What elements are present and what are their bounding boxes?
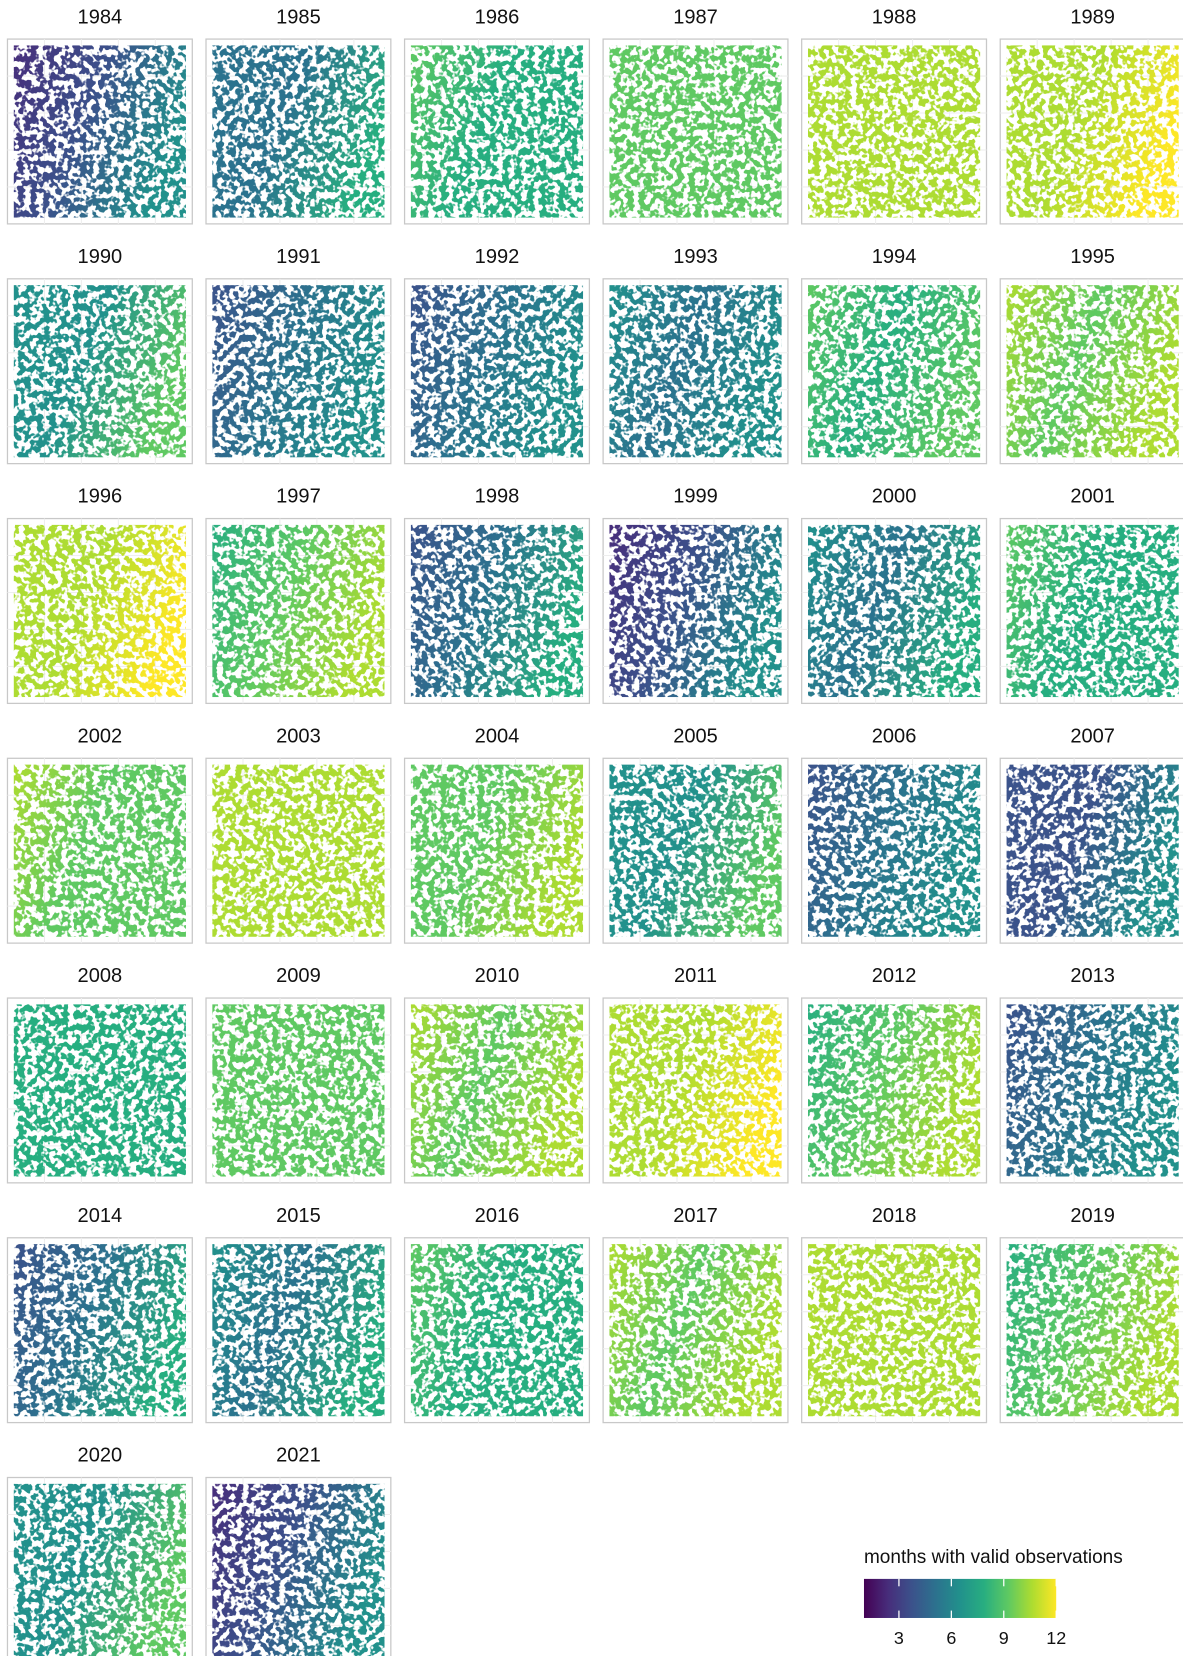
raster-map: [1007, 285, 1179, 457]
panel-title: 2013: [1070, 965, 1115, 987]
panel-title: 1985: [276, 6, 321, 28]
raster-map: [14, 285, 186, 457]
raster-map: [1007, 1244, 1179, 1416]
panel-title: 1993: [673, 246, 718, 268]
raster-map: [14, 1244, 186, 1416]
raster-map: [14, 1004, 186, 1176]
raster-map: [1007, 525, 1179, 697]
panel-title: 2004: [475, 725, 520, 747]
panel-title: 2002: [78, 725, 123, 747]
raster-map: [609, 1004, 781, 1176]
raster-map: [1007, 45, 1179, 217]
panel-title: 1999: [673, 486, 718, 508]
panel-title: 2016: [475, 1205, 520, 1227]
panel-title: 2020: [78, 1445, 123, 1467]
raster-map: [411, 525, 583, 697]
raster-map: [212, 1004, 384, 1176]
raster-map: [808, 285, 980, 457]
raster-map: [212, 525, 384, 697]
panel-title: 1991: [276, 246, 321, 268]
panel-title: 1988: [872, 6, 917, 28]
panel-title: 1996: [78, 486, 123, 508]
small-multiple-maps: months with valid observations 1984 1985 1…: [0, 0, 1183, 1656]
panel-title: 1997: [276, 486, 321, 508]
panel-title: 2006: [872, 725, 917, 747]
panel-title: 1998: [475, 486, 520, 508]
raster-map: [14, 765, 186, 937]
panel-title: 2021: [276, 1445, 321, 1467]
panel-title: 1994: [872, 246, 917, 268]
page: {"panels": [ {"title": "1984"}, {"title"…: [0, 0, 1183, 1656]
panel-title: 2015: [276, 1205, 321, 1227]
panel-title: 2000: [872, 486, 917, 508]
raster-map: [609, 45, 781, 217]
raster-map: [212, 765, 384, 937]
raster-map: [808, 525, 980, 697]
raster-map: [808, 45, 980, 217]
legend-title: months with valid observations: [864, 1547, 1123, 1568]
panel-title: 1986: [475, 6, 520, 28]
colorbar-tick-label: 3: [894, 1628, 904, 1648]
panel-title: 2014: [78, 1205, 123, 1227]
raster-map: [212, 285, 384, 457]
panel-title: 1989: [1070, 6, 1115, 28]
panel-title: 1995: [1070, 246, 1115, 268]
raster-map: [411, 45, 583, 217]
raster-map: [411, 1004, 583, 1176]
raster-map: [808, 765, 980, 937]
colorbar-tick-label: 6: [946, 1628, 956, 1648]
raster-map: [212, 1484, 384, 1656]
panel-title: 2009: [276, 965, 321, 987]
raster-map: [1007, 765, 1179, 937]
panel-title: 2019: [1070, 1205, 1115, 1227]
panel-title: 2007: [1070, 725, 1115, 747]
raster-map: [808, 1244, 980, 1416]
panel-title: 2011: [674, 965, 717, 987]
raster-map: [411, 285, 583, 457]
raster-map: [212, 45, 384, 217]
colorbar: [864, 1579, 1056, 1618]
raster-map: [808, 1004, 980, 1176]
raster-map: [609, 285, 781, 457]
raster-map: [14, 45, 186, 217]
panel-title: 2018: [872, 1205, 917, 1227]
raster-map: [14, 1484, 186, 1656]
panel-title: 1992: [475, 246, 520, 268]
raster-map: [609, 765, 781, 937]
colorbar-tick-label: 12: [1046, 1628, 1066, 1648]
raster-map: [212, 1244, 384, 1416]
panel-title: 1990: [78, 246, 123, 268]
raster-map: [609, 525, 781, 697]
colorbar-tick-label: 9: [999, 1628, 1009, 1648]
raster-map: [411, 765, 583, 937]
panel-title: 1984: [78, 6, 123, 28]
panel-title: 2010: [475, 965, 520, 987]
panel-title: 2005: [673, 725, 718, 747]
panel-title: 2003: [276, 725, 321, 747]
panel-title: 2017: [673, 1205, 718, 1227]
raster-map: [411, 1244, 583, 1416]
panel-title: 2012: [872, 965, 917, 987]
panel-title: 1987: [673, 6, 718, 28]
raster-map: [609, 1244, 781, 1416]
raster-map: [14, 525, 186, 697]
panel-title: 2001: [1070, 486, 1115, 508]
raster-map: [1007, 1004, 1179, 1176]
panel-title: 2008: [78, 965, 123, 987]
